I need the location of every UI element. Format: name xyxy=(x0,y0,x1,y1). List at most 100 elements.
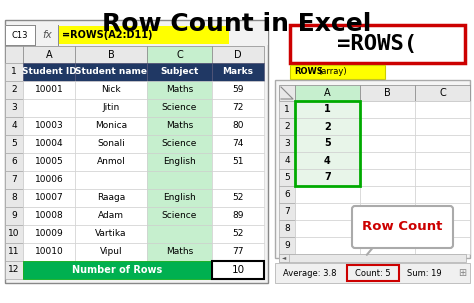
Text: Vipul: Vipul xyxy=(100,248,122,257)
Bar xyxy=(212,135,264,153)
Text: 59: 59 xyxy=(232,85,244,95)
Bar xyxy=(75,117,147,135)
Bar xyxy=(5,99,23,117)
Bar xyxy=(295,118,360,135)
Text: 3: 3 xyxy=(284,139,290,148)
Text: Maths: Maths xyxy=(166,248,193,257)
Text: 2: 2 xyxy=(284,122,290,131)
Text: Sonali: Sonali xyxy=(97,139,125,148)
Text: 51: 51 xyxy=(232,158,244,167)
Text: Monica: Monica xyxy=(95,122,127,131)
Bar xyxy=(212,46,264,63)
Bar xyxy=(212,117,264,135)
Bar xyxy=(75,63,147,81)
Text: 80: 80 xyxy=(232,122,244,131)
Bar xyxy=(23,261,212,279)
Bar xyxy=(147,171,212,189)
FancyBboxPatch shape xyxy=(352,206,453,248)
Bar xyxy=(360,118,415,135)
Text: Count: 5: Count: 5 xyxy=(355,268,391,278)
Text: 77: 77 xyxy=(232,248,244,257)
Bar xyxy=(212,243,264,261)
Bar xyxy=(212,225,264,243)
Bar xyxy=(23,225,75,243)
Text: 9: 9 xyxy=(284,241,290,250)
Text: 5: 5 xyxy=(284,173,290,182)
Bar xyxy=(5,225,23,243)
Bar xyxy=(5,46,23,63)
Bar xyxy=(75,189,147,207)
Bar xyxy=(415,237,470,254)
Bar xyxy=(279,169,295,186)
Text: 2: 2 xyxy=(324,122,331,132)
Bar xyxy=(5,243,23,261)
Text: Row Count: Row Count xyxy=(362,221,443,234)
Text: B: B xyxy=(384,88,391,98)
Text: (array): (array) xyxy=(318,68,346,76)
Bar xyxy=(415,135,470,152)
Text: 72: 72 xyxy=(232,104,244,112)
Text: Student name: Student name xyxy=(75,68,147,76)
Text: Raaga: Raaga xyxy=(97,194,125,202)
Text: 12: 12 xyxy=(9,265,20,275)
Text: 1: 1 xyxy=(324,105,331,115)
Bar xyxy=(275,80,470,258)
Bar xyxy=(75,225,147,243)
Bar xyxy=(415,101,470,118)
Text: Nick: Nick xyxy=(101,85,121,95)
Bar xyxy=(212,189,264,207)
Text: Science: Science xyxy=(162,139,197,148)
Bar xyxy=(147,99,212,117)
Text: =ROWS(: =ROWS( xyxy=(337,34,418,54)
Bar xyxy=(147,153,212,171)
Text: C: C xyxy=(439,88,446,98)
Bar xyxy=(279,220,295,237)
Bar xyxy=(275,263,470,283)
Bar xyxy=(212,261,264,279)
Bar xyxy=(279,118,295,135)
Bar xyxy=(415,169,470,186)
Text: English: English xyxy=(163,158,196,167)
Bar xyxy=(5,25,35,45)
Bar xyxy=(23,135,75,153)
Bar xyxy=(212,81,264,99)
Bar xyxy=(360,186,415,203)
Text: 11: 11 xyxy=(8,248,20,257)
Bar xyxy=(75,46,147,63)
Bar xyxy=(75,243,147,261)
Bar xyxy=(5,153,23,171)
Text: 10007: 10007 xyxy=(35,194,64,202)
Bar xyxy=(147,81,212,99)
Text: 10010: 10010 xyxy=(35,248,64,257)
Bar xyxy=(360,220,415,237)
Bar xyxy=(147,189,212,207)
Bar xyxy=(415,186,470,203)
Text: Number of Rows: Number of Rows xyxy=(73,265,163,275)
Bar xyxy=(279,254,466,262)
Bar xyxy=(295,135,360,152)
Bar xyxy=(290,25,465,63)
Bar xyxy=(360,203,415,220)
Text: ◄: ◄ xyxy=(282,255,286,261)
Bar xyxy=(75,135,147,153)
Bar xyxy=(360,85,415,101)
Text: Average: 3.8: Average: 3.8 xyxy=(283,268,337,278)
Bar xyxy=(279,135,295,152)
Bar xyxy=(147,207,212,225)
Text: 10008: 10008 xyxy=(35,211,64,221)
Bar xyxy=(212,171,264,189)
Text: Row Count in Excel: Row Count in Excel xyxy=(102,12,372,36)
Bar xyxy=(23,99,75,117)
Text: 2: 2 xyxy=(11,85,17,95)
Text: C: C xyxy=(176,49,183,59)
Text: English: English xyxy=(163,194,196,202)
Text: D: D xyxy=(234,49,242,59)
Text: Science: Science xyxy=(162,104,197,112)
Bar xyxy=(5,135,23,153)
Bar xyxy=(147,63,212,81)
Text: 10006: 10006 xyxy=(35,175,64,185)
Text: Maths: Maths xyxy=(166,122,193,131)
Bar xyxy=(290,65,385,79)
Bar xyxy=(5,189,23,207)
Bar xyxy=(75,153,147,171)
